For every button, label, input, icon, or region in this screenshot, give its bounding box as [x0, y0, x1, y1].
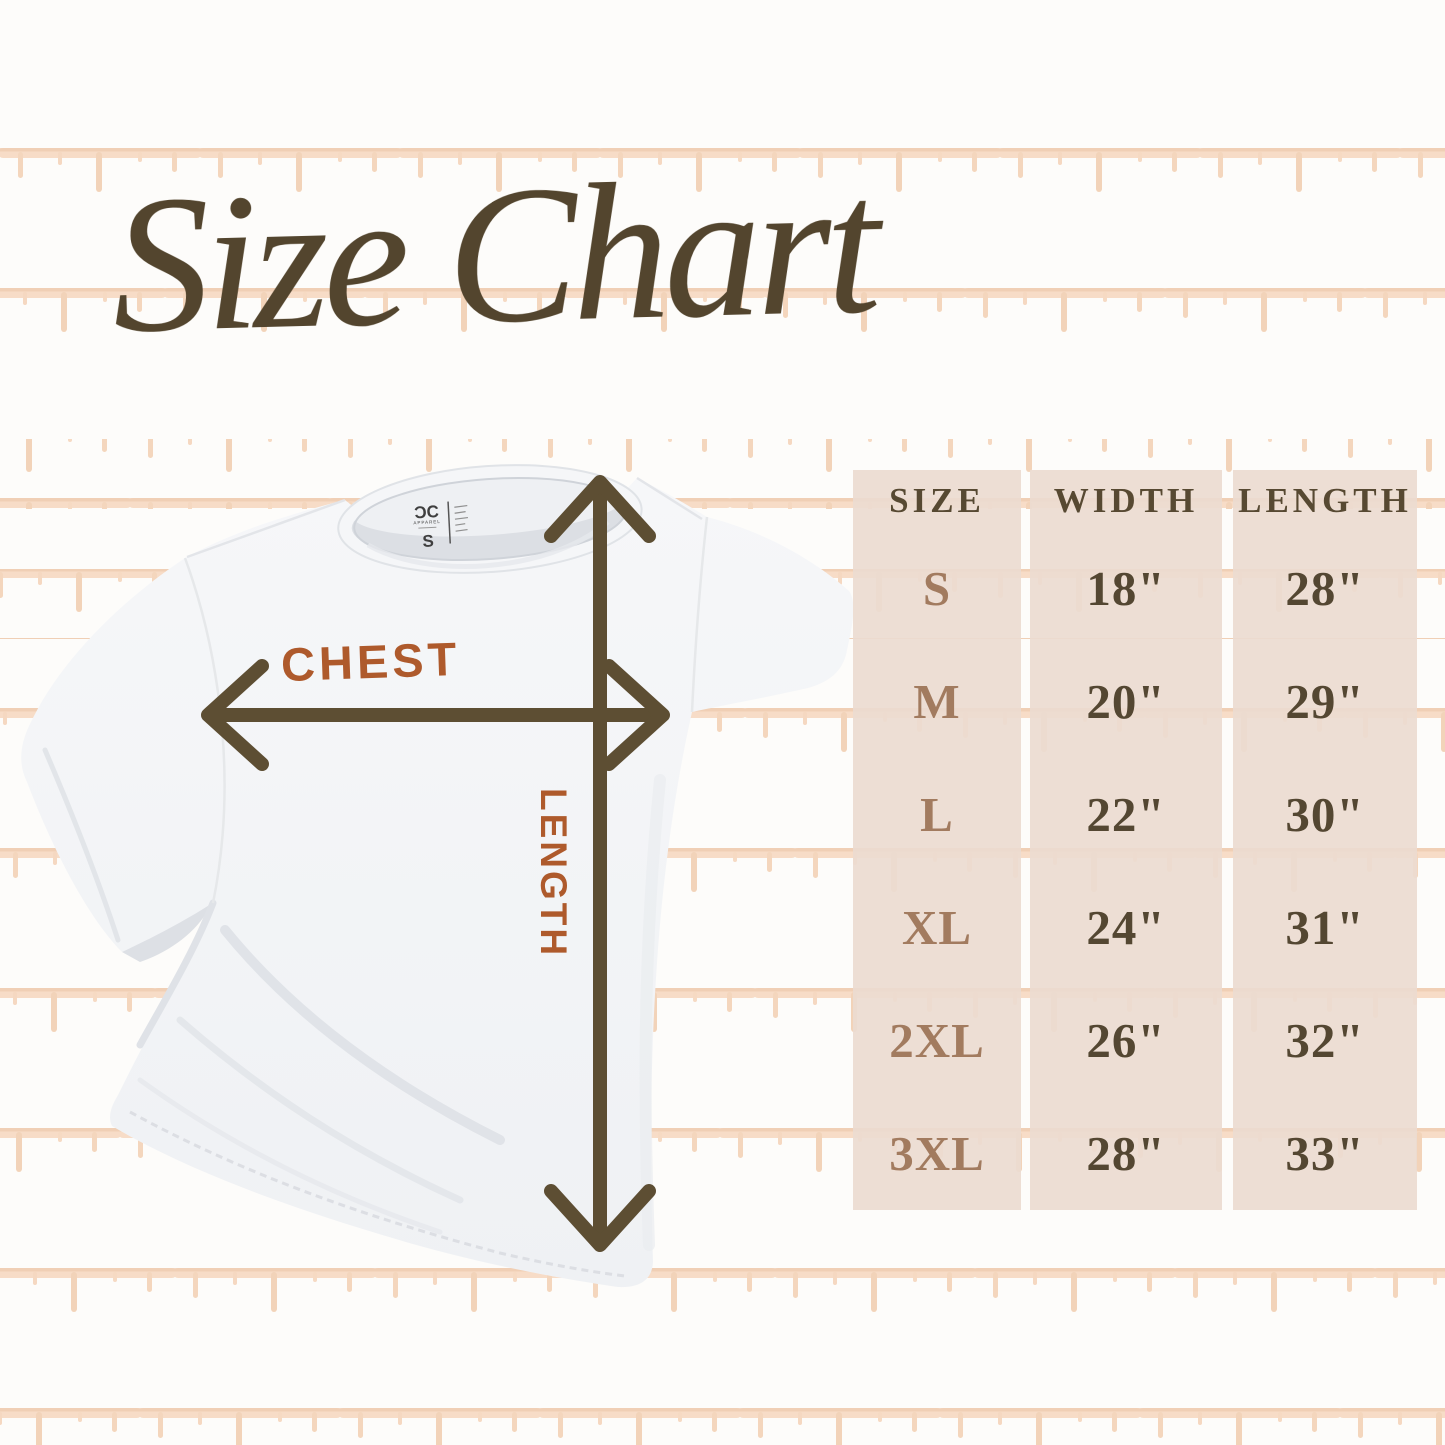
chest-arrow: [201, 659, 670, 771]
sleeve-seam: [690, 516, 709, 713]
page-title: Size Chart: [109, 137, 877, 374]
size-cell: 3XL: [889, 1126, 985, 1181]
fold-line: [136, 899, 217, 1049]
width-cell: 22": [1086, 787, 1166, 842]
size-table-column-width: WIDTH 18" 20" 22" 24" 26" 28": [1030, 470, 1222, 1210]
width-cell: 18": [1086, 561, 1166, 616]
tag-size: S: [422, 531, 434, 551]
column-header-length: LENGTH: [1238, 481, 1412, 520]
width-cell: 28": [1086, 1126, 1166, 1181]
fold-line: [137, 1077, 443, 1235]
length-cell: 28": [1285, 561, 1365, 616]
chest-label: CHEST: [280, 631, 462, 692]
size-table-column-length: LENGTH 28" 29" 30" 31" 32" 33": [1233, 470, 1417, 1210]
fold-line: [220, 925, 505, 1145]
shoulder-seam: [186, 498, 346, 559]
fold-line: [176, 1016, 464, 1204]
size-table-column-size: SIZE S M L XL 2XL 3XL: [853, 470, 1021, 1210]
size-cell: L: [920, 787, 954, 842]
width-cell: 26": [1086, 1013, 1166, 1068]
length-cell: 31": [1285, 900, 1365, 955]
tshirt-neck-tag: ƆC APPAREL S: [413, 501, 468, 551]
tag-logo: ƆC: [414, 502, 440, 522]
sleeve-shadow: [122, 904, 211, 962]
size-cell: XL: [901, 900, 973, 955]
length-arrow: [544, 475, 656, 1252]
shoulder-seam: [636, 476, 703, 521]
length-cell: 29": [1285, 674, 1365, 729]
size-cell: S: [922, 561, 952, 616]
column-header-size: SIZE: [889, 481, 985, 520]
length-cell: 33": [1285, 1126, 1365, 1181]
collar-shadow: [366, 520, 610, 569]
width-cell: 24": [1086, 900, 1166, 955]
hem-stitch: [129, 1110, 626, 1278]
size-cell: M: [913, 674, 961, 729]
length-cell: 30": [1285, 787, 1365, 842]
tag-brand: APPAREL: [413, 519, 441, 525]
sleeve-crease: [42, 747, 121, 943]
width-cell: 20": [1086, 674, 1166, 729]
column-header-width: WIDTH: [1053, 481, 1199, 520]
size-cell: 2XL: [889, 1013, 985, 1068]
length-label: LENGTH: [533, 788, 574, 959]
length-cell: 32": [1285, 1013, 1365, 1068]
